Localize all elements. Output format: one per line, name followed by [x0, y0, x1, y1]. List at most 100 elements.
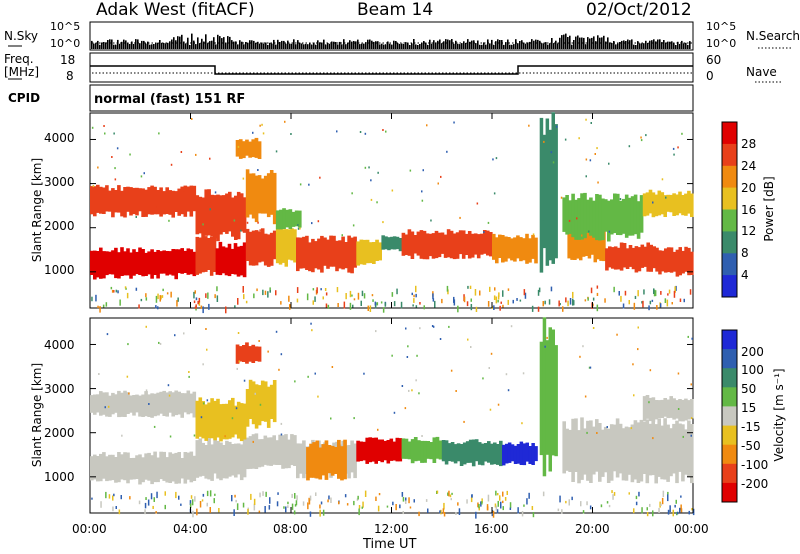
- power-noise-110: [264, 290, 267, 295]
- power-noise-70: [628, 300, 630, 305]
- power-noise-149: [111, 289, 114, 293]
- nsky-bar-238: [567, 37, 569, 49]
- nsky-bar-33: [157, 42, 159, 49]
- power-band-2-strip-9: [242, 242, 247, 278]
- velocity-noise-5: [283, 506, 285, 509]
- power-noise-201: [453, 299, 456, 306]
- power-speck-6: [240, 229, 242, 232]
- velocity-band-1-strip-16: [242, 438, 247, 478]
- nsky-bar-77: [245, 42, 247, 49]
- velocity-band-11-strip-11: [534, 446, 538, 462]
- nsky-bar-274: [639, 43, 641, 49]
- power-speck-86: [97, 166, 99, 169]
- power-noise-192: [633, 302, 636, 310]
- power-noise-172: [145, 293, 147, 298]
- power-noise-53: [361, 290, 364, 297]
- power-band-0-strip-6: [108, 251, 112, 275]
- velocity-noise-214: [247, 508, 249, 515]
- velocity-speck-66: [159, 342, 162, 345]
- power-band-10-strip-0: [567, 227, 571, 259]
- velocity-band-0-strip-1: [93, 454, 97, 480]
- power-band-5-strip-10: [326, 239, 330, 269]
- velocity-band-2-strip-3: [254, 433, 259, 469]
- power-noise-158: [372, 299, 374, 302]
- nsky-bar-54: [199, 43, 201, 49]
- power-noise-67: [393, 301, 396, 307]
- power-band-16-strip-2: [282, 208, 286, 229]
- nsky-bar-49: [189, 45, 191, 49]
- power-noise-97: [159, 295, 161, 302]
- nsky-bar-195: [481, 44, 483, 49]
- power-band-15-strip-3: [254, 175, 259, 223]
- nsky-bar-67: [225, 42, 227, 49]
- power-band-1-strip-2: [201, 232, 205, 273]
- nsky-bar-221: [533, 40, 535, 49]
- velocity-speck-85: [314, 372, 316, 375]
- nsky-bar-122: [335, 42, 337, 49]
- velocity-band-3-strip-1: [93, 394, 97, 415]
- power-speck-16: [364, 132, 367, 135]
- velocity-band-13-strip-15: [687, 400, 691, 420]
- power-speck-54: [209, 157, 211, 160]
- power-speck-23: [550, 151, 553, 154]
- velocity-noise-127: [659, 501, 661, 508]
- nsky-bar-271: [633, 44, 635, 49]
- velocity-speck-78: [690, 417, 693, 420]
- velocity-noise-19: [307, 502, 309, 510]
- velocity-noise-156: [565, 500, 567, 504]
- power-band-14-strip-11: [228, 191, 232, 232]
- power-speck-89: [556, 125, 558, 128]
- power-band-20-strip-3: [548, 129, 552, 261]
- nsky-bar-50: [191, 33, 193, 49]
- velocity-speck-110: [183, 332, 185, 335]
- nsky-bar-246: [583, 37, 585, 49]
- velocity-speck-43: [224, 435, 226, 438]
- velocity-noise-200: [399, 504, 401, 509]
- velocity-band-12-strip-4: [574, 418, 578, 472]
- power-band-18-strip-16: [690, 193, 694, 217]
- velocity-noise-28: [667, 491, 669, 495]
- nsky-bar-87: [265, 42, 267, 49]
- power-band-0-strip-14: [132, 249, 136, 276]
- power-speck-64: [261, 123, 263, 126]
- velocity-speck-10: [544, 345, 546, 348]
- power-speck-40: [483, 231, 485, 234]
- power-noise-112: [195, 304, 197, 309]
- velocity-band-3-strip-18: [144, 391, 148, 417]
- velocity-band-7-strip-8: [330, 445, 335, 476]
- velocity-noise-209: [265, 491, 267, 497]
- nsky-bar-160: [411, 43, 413, 49]
- power-noise-12: [569, 298, 572, 305]
- nsky-bar-163: [417, 45, 419, 49]
- velocity-noise-211: [589, 505, 592, 510]
- power-noise-216: [666, 299, 669, 307]
- power-band-13-strip-11: [123, 187, 127, 218]
- nsky-bar-105: [301, 43, 303, 49]
- velocity-noise-204: [500, 501, 502, 509]
- velocity-band-0-strip-2: [96, 456, 100, 482]
- power-speck-45: [665, 196, 667, 199]
- velocity-band-2-strip-8: [269, 437, 273, 466]
- power-noise-38: [500, 301, 502, 304]
- velocity-speck-37: [188, 375, 190, 378]
- velocity-noise-63: [409, 506, 412, 509]
- nsky-bar-120: [331, 41, 333, 49]
- power-band-1-strip-6: [212, 233, 217, 272]
- power-colorbar-frame: [721, 121, 738, 298]
- velocity-speck-60: [507, 389, 510, 392]
- velocity-band-15-strip-1: [542, 317, 547, 477]
- power-band-11-strip-11: [637, 247, 642, 272]
- velocity-noise-172: [164, 491, 166, 496]
- power-noise-184: [604, 298, 606, 303]
- velocity-noise-186: [486, 506, 489, 511]
- power-bands: [90, 112, 694, 280]
- power-band-0-strip-20: [150, 249, 154, 279]
- velocity-band-15-strip-2: [545, 340, 550, 455]
- velocity-band-7-strip-11: [340, 446, 344, 481]
- velocity-noise-77: [561, 509, 563, 514]
- power-cbar-swatch-3: [722, 187, 737, 210]
- velocity-noise-135: [105, 491, 107, 499]
- nsky-bar-296: [683, 43, 685, 49]
- velocity-band-0-strip-12: [126, 452, 130, 484]
- power-band-17-strip-20: [621, 198, 626, 234]
